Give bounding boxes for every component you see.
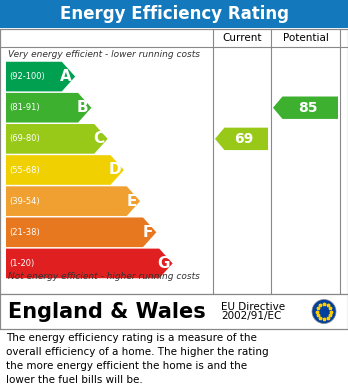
Text: 69: 69 [234,132,253,146]
Text: Not energy efficient - higher running costs: Not energy efficient - higher running co… [8,272,200,281]
Bar [0,0,348,28]
Text: B: B [77,100,88,115]
Text: (55-68): (55-68) [9,165,40,174]
Text: (21-38): (21-38) [9,228,40,237]
Text: 2002/91/EC: 2002/91/EC [221,312,282,321]
Text: (69-80): (69-80) [9,135,40,143]
Text: E: E [127,194,137,209]
Text: Very energy efficient - lower running costs: Very energy efficient - lower running co… [8,50,200,59]
Text: (92-100): (92-100) [9,72,45,81]
Text: (39-54): (39-54) [9,197,40,206]
Text: Potential: Potential [283,33,329,43]
Text: D: D [108,163,121,178]
Text: (1-20): (1-20) [9,259,34,268]
Text: Current: Current [222,33,262,43]
Polygon shape [6,155,124,185]
Text: The energy efficiency rating is a measure of the
overall efficiency of a home. T: The energy efficiency rating is a measur… [6,333,269,385]
Text: EU Directive: EU Directive [221,301,285,312]
Text: G: G [157,256,169,271]
Circle shape [312,300,336,323]
Text: C: C [94,131,105,146]
Bar [0,29,348,294]
Text: Energy Efficiency Rating: Energy Efficiency Rating [60,5,288,23]
Polygon shape [6,187,140,216]
Polygon shape [273,97,338,119]
Text: England & Wales: England & Wales [8,301,206,321]
Text: F: F [143,225,153,240]
Text: 85: 85 [298,101,318,115]
Text: A: A [61,69,72,84]
Polygon shape [6,62,75,91]
Polygon shape [6,124,108,154]
Polygon shape [6,249,173,278]
Bar [0,294,348,329]
Text: (81-91): (81-91) [9,103,40,112]
Polygon shape [215,127,268,150]
Polygon shape [6,93,92,122]
Polygon shape [6,217,156,247]
